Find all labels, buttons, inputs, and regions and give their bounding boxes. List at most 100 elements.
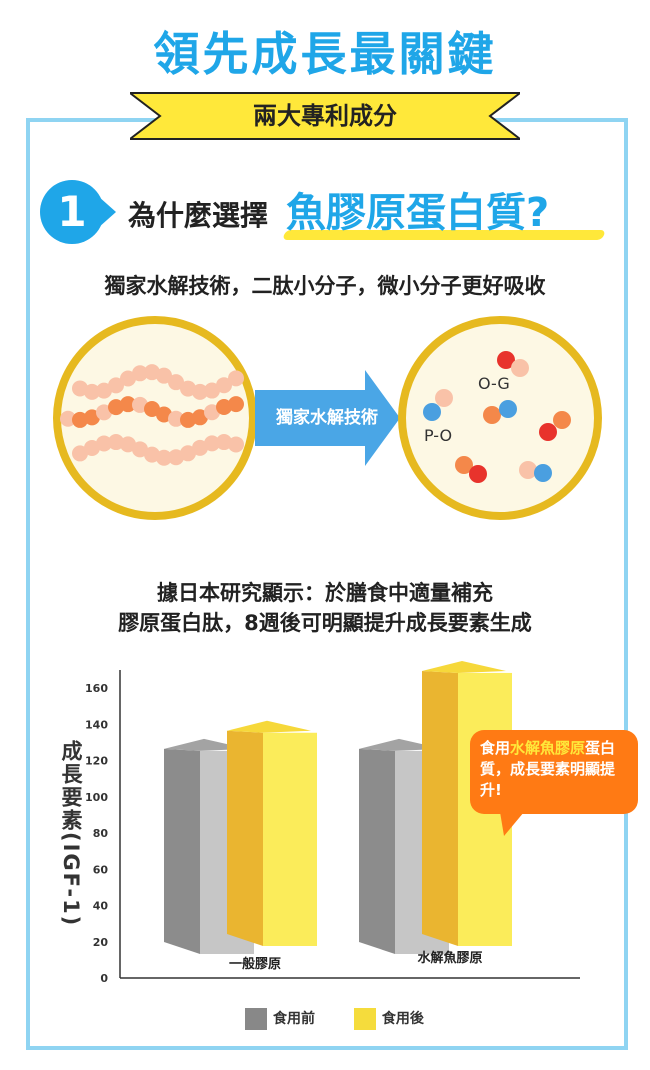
chain-bead	[132, 441, 148, 458]
y-tick-label: 40	[93, 900, 109, 913]
chain-bead	[216, 377, 232, 394]
molecule-atom	[553, 411, 571, 429]
bar-face	[263, 732, 317, 946]
chain-bead	[168, 374, 184, 391]
y-tick-label: 20	[93, 936, 109, 949]
legend-swatch-before	[245, 1008, 267, 1030]
bar-side	[359, 748, 395, 954]
main-title: 領先成長最關鍵	[153, 27, 497, 81]
content-frame	[26, 118, 628, 1050]
chain-bead	[96, 382, 112, 399]
y-tick-label: 140	[85, 718, 108, 731]
callout-pre: 食用	[480, 739, 511, 757]
molecule-atom	[455, 456, 473, 474]
small-molecules-icon	[423, 351, 571, 483]
igf-bar-chart: 0 20 40 60 80 100 120 140 160 一般膠原 水解魚膠原	[85, 660, 580, 985]
bar-top	[422, 660, 506, 673]
long-chain-circle	[53, 316, 257, 520]
chain-bead	[156, 406, 172, 423]
bar-side	[422, 670, 458, 946]
tech-subtitle: 獨家水解技術，二肽小分子，微小分子更好吸收	[104, 274, 546, 298]
po-label: P-O	[424, 426, 453, 445]
chart-legend: 食用前 食用後	[245, 1008, 458, 1030]
chain-bead	[228, 436, 244, 453]
legend-item-before: 食用前	[245, 1008, 315, 1030]
chain-bead	[228, 370, 244, 387]
chain-bead	[216, 434, 232, 451]
chain-bead	[120, 370, 136, 387]
molecule-atom	[423, 403, 441, 421]
chain-bead	[228, 396, 244, 413]
callout-tail	[500, 812, 524, 836]
chain-bead	[144, 364, 160, 381]
chain-bead	[84, 439, 100, 456]
chain-bead	[72, 445, 88, 462]
molecule-atom	[483, 406, 501, 424]
chain-bead	[168, 449, 184, 466]
chain-bead	[84, 383, 100, 400]
molecule-atom	[499, 400, 517, 418]
chain-bead	[156, 367, 172, 384]
chain-bead	[204, 435, 220, 452]
molecule-atom	[539, 423, 557, 441]
chain-bead	[132, 396, 148, 413]
chain-bead	[108, 434, 124, 451]
bar-side	[227, 730, 263, 946]
bar-top	[227, 720, 311, 733]
chain-bead	[120, 396, 136, 413]
chain-bead	[156, 449, 172, 466]
question-highlight: 魚膠原蛋白質?	[286, 180, 549, 238]
chain-bead	[144, 401, 160, 418]
chain-bead	[144, 446, 160, 463]
hydrolysis-diagram	[53, 316, 602, 520]
molecule-atom	[511, 359, 529, 377]
bar-side	[164, 748, 200, 954]
og-label: O-G	[478, 374, 510, 393]
chain-bead	[72, 411, 88, 428]
chain-bead	[72, 380, 88, 397]
molecule-atom	[534, 464, 552, 482]
chain-bead	[180, 380, 196, 397]
y-tick-label: 120	[85, 755, 108, 768]
y-tick-label: 100	[85, 791, 108, 804]
bar-1-0	[227, 720, 317, 946]
chain-bead	[132, 365, 148, 382]
chain-bead	[120, 436, 136, 453]
category-label: 一般膠原	[229, 956, 281, 972]
question-mark: ?	[526, 190, 550, 236]
question-highlight-text: 魚膠原蛋白質	[286, 190, 526, 236]
chain-bead	[216, 398, 232, 415]
molecule-atom	[435, 389, 453, 407]
study-text: 據日本研究顯示：於膳食中適量補充 膠原蛋白肽，8週後可明顯提升成長要素生成	[0, 578, 650, 638]
y-tick-label: 60	[93, 863, 109, 876]
study-line-2: 膠原蛋白肽，8週後可明顯提升成長要素生成	[118, 611, 532, 635]
ribbon-banner	[130, 92, 520, 140]
molecule-atom	[469, 465, 487, 483]
chain-bead	[204, 382, 220, 399]
chain-bead	[96, 404, 112, 421]
chain-bead	[192, 383, 208, 400]
ribbon-text: 兩大專利成分	[253, 102, 397, 130]
chain-bead	[96, 435, 112, 452]
chain-bead	[180, 411, 196, 428]
collagen-chains-icon	[60, 364, 244, 466]
arrow-label: 獨家水解技術	[276, 408, 378, 428]
legend-label-after: 食用後	[381, 1011, 424, 1027]
legend-label-before: 食用前	[273, 1011, 315, 1027]
result-callout: 食用水解魚膠原蛋白質，成長要素明顯提升!	[470, 730, 638, 814]
chain-bead	[192, 409, 208, 426]
callout-post: 蛋白質，成長要素明顯提升!	[480, 739, 616, 799]
chain-bead	[192, 439, 208, 456]
chain-bead	[60, 410, 76, 427]
y-tick-label: 0	[100, 972, 108, 985]
legend-swatch-after	[353, 1008, 376, 1030]
legend-item-after: 食用後	[353, 1008, 424, 1030]
molecule-atom	[497, 351, 515, 369]
y-tick-label: 80	[93, 827, 109, 840]
study-line-1: 據日本研究顯示：於膳食中適量補充	[157, 581, 493, 605]
badge-pointer-icon	[98, 196, 116, 228]
hydrolysis-arrow	[255, 370, 400, 466]
chain-bead	[168, 410, 184, 427]
callout-highlight: 水解魚膠原	[510, 739, 586, 757]
question-prefix: 為什麼選擇	[128, 199, 269, 232]
